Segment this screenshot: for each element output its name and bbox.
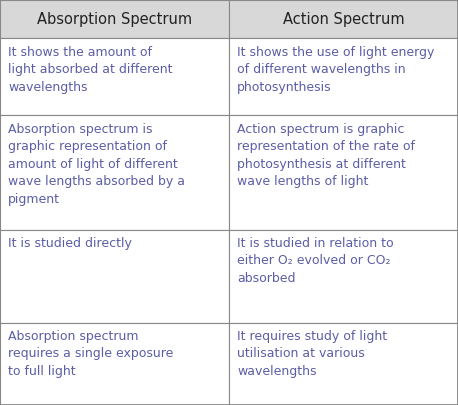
Text: It shows the amount of
light absorbed at different
wavelengths: It shows the amount of light absorbed at… bbox=[8, 45, 173, 94]
Bar bbox=[0, 115, 229, 230]
Text: It shows the use of light energy
of different wavelengths in
photosynthesis: It shows the use of light energy of diff… bbox=[237, 45, 435, 94]
Bar bbox=[0, 0, 229, 38]
Text: It is studied in relation to
either O₂ evolved or CO₂
absorbed: It is studied in relation to either O₂ e… bbox=[237, 237, 394, 285]
Text: It requires study of light
utilisation at various
wavelengths: It requires study of light utilisation a… bbox=[237, 330, 387, 378]
Text: It is studied directly: It is studied directly bbox=[8, 237, 132, 250]
Bar bbox=[0, 38, 229, 115]
Bar bbox=[0, 323, 229, 405]
Bar bbox=[229, 38, 458, 115]
Bar bbox=[229, 323, 458, 405]
Bar bbox=[0, 230, 229, 323]
Bar bbox=[229, 230, 458, 323]
Text: Absorption Spectrum: Absorption Spectrum bbox=[37, 12, 192, 27]
Bar bbox=[229, 0, 458, 38]
Text: Action Spectrum: Action Spectrum bbox=[283, 12, 404, 27]
Text: Action spectrum is graphic
representation of the rate of
photosynthesis at diffe: Action spectrum is graphic representatio… bbox=[237, 123, 415, 188]
Bar bbox=[229, 115, 458, 230]
Text: Absorption spectrum
requires a single exposure
to full light: Absorption spectrum requires a single ex… bbox=[8, 330, 174, 378]
Text: Absorption spectrum is
graphic representation of
amount of light of different
wa: Absorption spectrum is graphic represent… bbox=[8, 123, 185, 206]
